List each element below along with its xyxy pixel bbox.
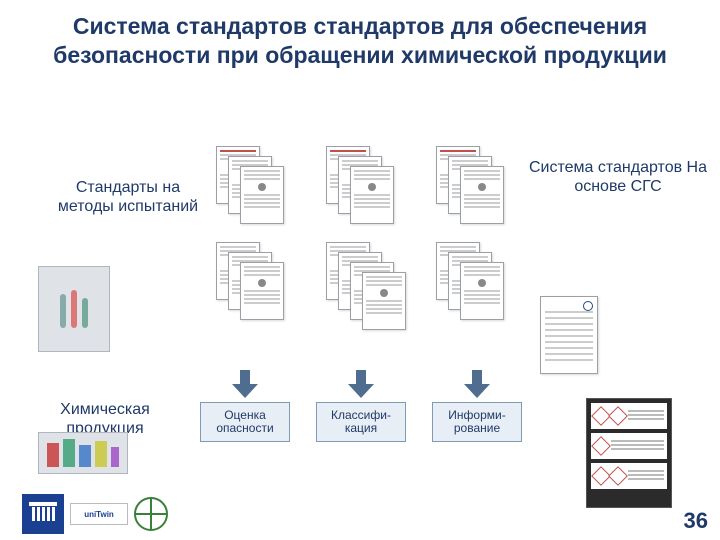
process-assessment: Оценка опасности bbox=[200, 402, 290, 442]
arrow-classification bbox=[346, 370, 376, 398]
globe-logo bbox=[134, 497, 168, 531]
document-thumbnail bbox=[240, 262, 284, 320]
document-thumbnail bbox=[240, 166, 284, 224]
process-information: Информи-рование bbox=[432, 402, 522, 442]
arrow-assessment bbox=[230, 370, 260, 398]
unesco-logo bbox=[22, 494, 64, 534]
label-ghs-standards: Система стандартов На основе СГС bbox=[528, 158, 708, 196]
footer-logos: uniTwin bbox=[22, 494, 168, 534]
document-thumbnail bbox=[350, 166, 394, 224]
process-classification: Классифи-кация bbox=[316, 402, 406, 442]
arrow-information bbox=[462, 370, 492, 398]
document-thumbnail bbox=[460, 166, 504, 224]
lab-photo bbox=[38, 266, 110, 352]
document-thumbnail bbox=[460, 262, 504, 320]
chem-products-photo bbox=[38, 432, 128, 474]
sds-document bbox=[540, 296, 598, 374]
document-thumbnail bbox=[362, 272, 406, 330]
hazard-label-sheet bbox=[586, 398, 672, 508]
page-number: 36 bbox=[684, 508, 708, 534]
label-test-methods: Стандарты на методы испытаний bbox=[48, 178, 208, 216]
unitwin-logo: uniTwin bbox=[70, 503, 128, 525]
slide-title: Система стандартов стандартов для обеспе… bbox=[0, 0, 720, 70]
